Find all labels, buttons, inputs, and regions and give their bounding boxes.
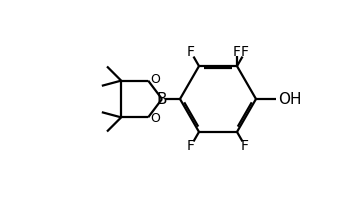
Text: O: O [151, 112, 161, 125]
Text: B: B [157, 91, 167, 107]
Text: F: F [233, 45, 241, 59]
Text: F: F [187, 45, 195, 59]
Text: O: O [151, 73, 161, 86]
Text: F: F [241, 139, 249, 153]
Text: OH: OH [278, 91, 302, 107]
Text: F: F [187, 139, 195, 153]
Text: F: F [241, 45, 249, 59]
